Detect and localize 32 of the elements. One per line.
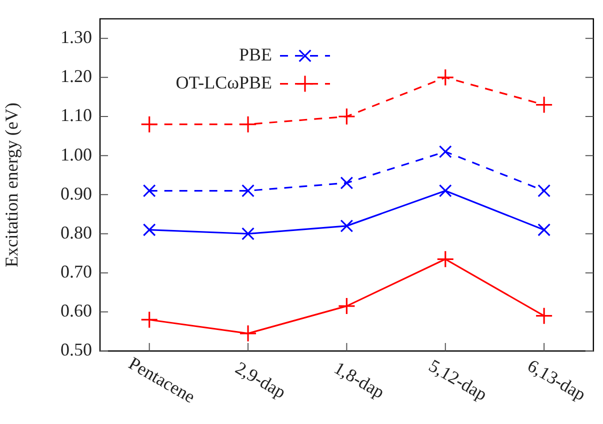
point (242, 184, 254, 198)
legend-label: OT-LCωPBE (176, 72, 272, 93)
point (535, 307, 553, 325)
point (436, 250, 454, 268)
legend-label: PBE (238, 44, 272, 65)
point (142, 223, 156, 236)
y-tick-label: 0.50 (60, 340, 92, 360)
y-axis-title: Excitation energy (eV) (2, 102, 22, 268)
point (338, 108, 356, 126)
point (142, 184, 156, 198)
point (538, 223, 551, 236)
point (338, 297, 356, 315)
point (438, 145, 452, 158)
y-tick-label: 0.70 (60, 262, 92, 282)
y-tick-label: 0.80 (60, 222, 92, 242)
point (140, 310, 158, 329)
y-tick-label: 1.00 (60, 144, 92, 164)
point (340, 219, 354, 232)
point (239, 324, 257, 342)
point (535, 96, 553, 114)
point (239, 116, 257, 134)
point (438, 184, 452, 198)
point (140, 116, 158, 134)
point (436, 68, 454, 86)
point (242, 227, 254, 240)
point (340, 176, 354, 190)
y-tick-label: 1.10 (60, 105, 92, 126)
y-tick-label: 1.20 (60, 66, 92, 86)
y-tick-label: 1.30 (60, 27, 92, 48)
y-tick-label: 0.90 (60, 183, 92, 204)
y-tick-label: 0.60 (60, 300, 92, 321)
point (538, 184, 551, 198)
